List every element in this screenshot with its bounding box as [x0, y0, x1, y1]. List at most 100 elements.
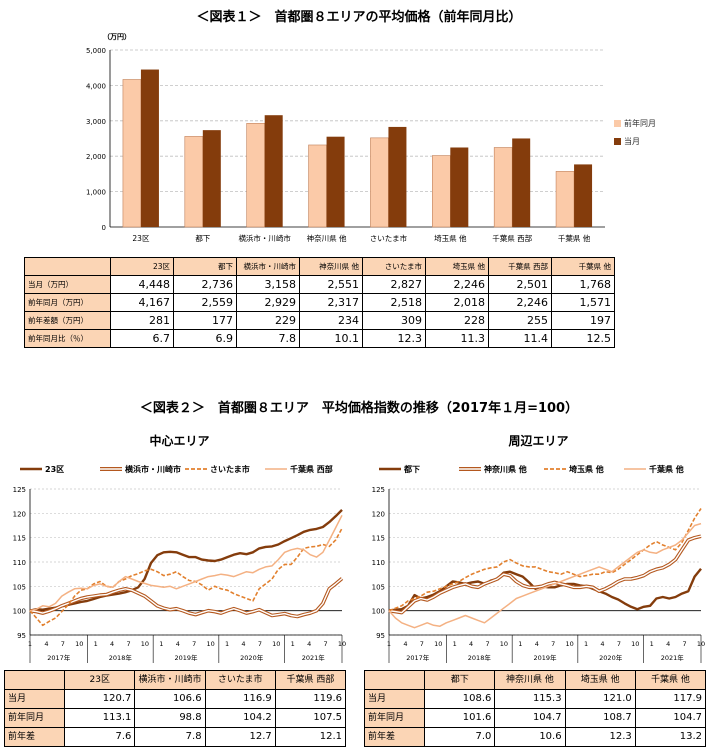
table-cell: 11.3: [425, 329, 489, 348]
line-month-tick: 7: [485, 640, 489, 648]
line-legend-item: 神奈川県 他: [459, 464, 527, 474]
table-cell: 121.0: [564, 689, 636, 709]
line-month-tick: 10: [631, 640, 639, 648]
chart1-title: ＜図表１＞ 首都圏８エリアの平均価格（前年同月比）: [196, 10, 522, 25]
line-month-tick: 1: [650, 640, 654, 648]
table-row-label: 前年差: [3, 727, 66, 747]
table-cell: 117.9: [634, 689, 707, 709]
table-cell: 113.1: [64, 708, 136, 728]
table-row: 前年差額（万円） 281 177 229 234 309 228 255 197: [24, 311, 615, 330]
line-legend-item: 千葉県 他: [624, 464, 684, 474]
line-month-tick: 4: [44, 640, 48, 648]
line-month-tick: 1: [94, 640, 98, 648]
line-month-tick: 7: [683, 640, 687, 648]
line-ytick-label: 115: [13, 535, 26, 543]
table-header-cell: さいたま市: [204, 670, 276, 690]
bar-prev: [493, 147, 513, 228]
table-cell: 2,551: [299, 275, 363, 294]
bar-prev: [246, 123, 265, 228]
table-row-label: 当月: [363, 689, 426, 709]
central-table: 23区 横浜市・川崎市 さいたま市 千葉県 西部 当月 120.7 106.6 116.9 11…: [3, 670, 347, 747]
bar-category-label: 都下: [195, 234, 210, 243]
line-ytick-label: 125: [13, 486, 26, 494]
bar-curr: [140, 69, 159, 227]
table-cell: 229: [236, 311, 300, 330]
table-cell: 104.7: [494, 708, 566, 728]
table-row: 前年差 7.0 10.6 12.3 13.2: [363, 727, 707, 747]
table-cell: 98.8: [134, 708, 206, 728]
table-cell: 228: [425, 311, 489, 330]
line-legend-item: 横浜市・川崎市: [100, 464, 181, 474]
table-cell: 115.3: [494, 689, 566, 709]
table-cell: 7.8: [134, 727, 206, 747]
line-legend-item: 23区: [20, 465, 64, 474]
table-row: 当月（万円） 4,448 2,736 3,158 2,551 2,827 2,246 2,50…: [24, 275, 615, 294]
line-month-tick: 10: [141, 640, 149, 648]
table-cell: 2,827: [362, 275, 426, 294]
table-cell: 2,559: [173, 293, 237, 312]
year-label: 2019年: [533, 653, 557, 662]
table-cell: 106.6: [134, 689, 206, 709]
series-line-0: [29, 509, 343, 612]
table-cell: 10.1: [299, 329, 363, 348]
line-month-tick: 4: [469, 640, 473, 648]
table-cell: 2,018: [425, 293, 489, 312]
bar-curr: [326, 136, 345, 227]
table-row-label: 前年差: [363, 727, 426, 747]
table-cell: 2,929: [236, 293, 300, 312]
table-row-label: 前年同月: [3, 708, 66, 728]
table-row-label: 当月（万円）: [24, 275, 111, 294]
bar-curr: [574, 164, 593, 227]
table-header-cell: 都下: [173, 257, 237, 276]
line-month-tick: 4: [403, 640, 407, 648]
legend-label: 都下: [403, 464, 420, 474]
bar-ytick-label: 1,000: [86, 189, 106, 197]
table-cell: 281: [110, 311, 174, 330]
table-cell: 101.6: [424, 708, 496, 728]
table-cell: 6.7: [110, 329, 174, 348]
table-cell: 107.5: [274, 708, 347, 728]
table-cell: 108.7: [564, 708, 636, 728]
year-label: 2020年: [599, 653, 623, 662]
line-ytick-label: 95: [17, 632, 26, 640]
table-header-cell: 神奈川県 他: [494, 670, 566, 690]
line-month-tick: 4: [535, 640, 539, 648]
bar-prev: [184, 136, 204, 228]
line-ytick-label: 100: [13, 608, 26, 616]
table-cell: 1,571: [551, 293, 615, 312]
table-header-cell: 23区: [64, 670, 136, 690]
year-label: 2021年: [302, 653, 326, 662]
table-cell: 2,246: [488, 293, 552, 312]
line-month-tick: 7: [420, 640, 424, 648]
table-cell: 2,246: [425, 275, 489, 294]
table-row: 当月 120.7 106.6 116.9 119.6: [3, 689, 347, 709]
year-label: 2018年: [468, 653, 492, 662]
line-month-tick: 7: [126, 640, 130, 648]
table-cell: 1,768: [551, 275, 615, 294]
bar-legend-swatch: [614, 120, 621, 127]
price-table: 23区 都下 横浜市・川崎市 神奈川県 他さいたま市 埼玉県 他千葉県 西部 千葉県 他当…: [24, 257, 615, 348]
line-month-tick: 10: [272, 640, 280, 648]
central-area-title: 中心エリア: [149, 434, 210, 448]
legend-label: 千葉県 他: [649, 464, 684, 474]
table-cell: 234: [299, 311, 363, 330]
table-row-label: 前年同月比（％）: [24, 329, 111, 348]
year-label: 2021年: [661, 653, 685, 662]
line-month-tick: 4: [241, 640, 245, 648]
bar-curr: [264, 115, 283, 227]
table-row-label: 前年同月: [363, 708, 426, 728]
series-line-inner-1: [29, 577, 343, 618]
line-ytick-label: 105: [372, 583, 385, 591]
line-month-tick: 4: [176, 640, 180, 648]
bar-prev: [308, 144, 327, 228]
bar-ytick-label: 0: [102, 224, 106, 232]
bar-ytick-label: 2,000: [86, 153, 106, 161]
line-month-tick: 10: [500, 640, 508, 648]
table-header-cell: 横浜市・川崎市: [134, 670, 206, 690]
table-cell: 255: [488, 311, 552, 330]
line-month-tick: 1: [518, 640, 522, 648]
table-cell: 12.5: [551, 329, 615, 348]
series-line-2: [29, 528, 343, 627]
bar-category-label: 埼玉県 他: [434, 233, 467, 243]
